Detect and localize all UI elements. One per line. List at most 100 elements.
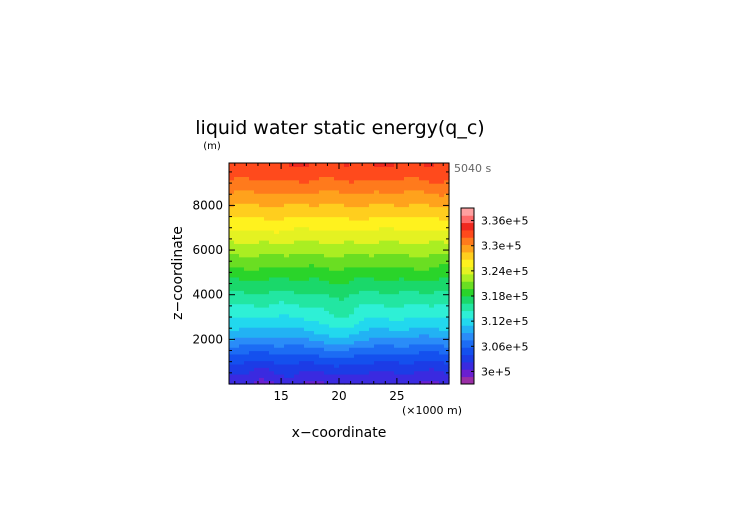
heatmap-cell	[254, 219, 260, 224]
heatmap-cell	[264, 186, 270, 191]
heatmap-cell	[304, 253, 310, 258]
heatmap-cell	[399, 206, 405, 211]
heatmap-cell	[424, 266, 430, 271]
heatmap-cell	[239, 183, 245, 188]
heatmap-cell	[284, 313, 290, 318]
heatmap-cell	[279, 327, 285, 332]
heatmap-cell	[299, 377, 305, 382]
heatmap-cell	[334, 373, 340, 378]
heatmap-cell	[399, 350, 405, 355]
heatmap-cell	[424, 303, 430, 308]
heatmap-cell	[384, 246, 390, 251]
heatmap-cell	[344, 340, 350, 345]
heatmap-cell	[399, 199, 405, 204]
heatmap-cell	[354, 216, 360, 221]
heatmap-cell	[254, 163, 260, 167]
heatmap-cell	[324, 183, 330, 188]
heatmap-cell	[264, 163, 270, 167]
heatmap-cell	[279, 306, 285, 311]
heatmap-cell	[369, 360, 375, 365]
heatmap-cell	[234, 173, 240, 177]
heatmap-cell	[359, 317, 365, 321]
heatmap-cell	[269, 199, 275, 204]
heatmap-cell	[359, 209, 365, 214]
heatmap-cell	[344, 266, 350, 271]
heatmap-cell	[414, 206, 420, 211]
heatmap-cell	[339, 270, 345, 275]
heatmap-cell	[434, 290, 440, 295]
heatmap-cell	[414, 196, 420, 201]
heatmap-cell	[244, 246, 250, 251]
heatmap-cell	[254, 176, 260, 181]
heatmap-cell	[249, 377, 255, 382]
heatmap-cell	[229, 347, 235, 352]
heatmap-cell	[369, 350, 375, 355]
heatmap-cell	[369, 166, 375, 171]
heatmap-cell	[349, 300, 355, 305]
heatmap-cell	[244, 203, 250, 208]
heatmap-cell	[229, 313, 235, 318]
heatmap-cell	[354, 320, 360, 325]
heatmap-cell	[344, 353, 350, 358]
heatmap-cell	[274, 183, 280, 188]
heatmap-cell	[374, 229, 380, 234]
heatmap-cell	[364, 240, 370, 244]
heatmap-cell	[419, 293, 425, 298]
heatmap-cell	[344, 283, 350, 288]
heatmap-cell	[294, 163, 300, 167]
heatmap-cell	[374, 253, 380, 258]
heatmap-cell	[234, 373, 240, 378]
heatmap-cell	[294, 246, 300, 251]
heatmap-cell	[384, 199, 390, 204]
heatmap-cell	[354, 370, 360, 375]
heatmap-cell	[349, 310, 355, 315]
heatmap-cell	[419, 367, 425, 372]
heatmap-cell	[394, 236, 400, 241]
heatmap-cell	[389, 373, 395, 378]
colorbar-swatch	[461, 369, 474, 378]
heatmap-cell	[269, 373, 275, 378]
heatmap-cell	[394, 347, 400, 352]
heatmap-cell	[354, 303, 360, 308]
heatmap-cell	[414, 380, 420, 385]
heatmap-cell	[294, 263, 300, 268]
heatmap-cell	[424, 260, 430, 265]
heatmap-cell	[434, 246, 440, 251]
heatmap-cell	[344, 183, 350, 188]
heatmap-cell	[274, 380, 280, 385]
heatmap-cell	[294, 219, 300, 224]
heatmap-cell	[309, 276, 315, 281]
heatmap-cell	[389, 286, 395, 291]
heatmap-cell	[379, 243, 385, 248]
heatmap-cell	[279, 196, 285, 201]
heatmap-cell	[339, 246, 345, 251]
heatmap-cell	[274, 313, 280, 318]
heatmap-cell	[334, 367, 340, 372]
heatmap-cell	[334, 226, 340, 231]
heatmap-cell	[259, 256, 265, 261]
heatmap-cell	[394, 306, 400, 311]
heatmap-cell	[324, 380, 330, 385]
heatmap-cell	[244, 340, 250, 345]
heatmap-cell	[344, 176, 350, 181]
heatmap-cell	[349, 293, 355, 298]
heatmap-cell	[329, 226, 335, 231]
heatmap-cell	[249, 256, 255, 261]
heatmap-cell	[244, 280, 250, 285]
heatmap-cell	[284, 293, 290, 298]
heatmap-cell	[334, 240, 340, 244]
heatmap-cell	[229, 293, 235, 298]
heatmap-cell	[319, 363, 325, 368]
heatmap-cell	[299, 240, 305, 244]
heatmap-cell	[339, 360, 345, 365]
heatmap-cell	[319, 240, 325, 244]
heatmap-cell	[274, 303, 280, 308]
heatmap-cell	[314, 337, 320, 342]
heatmap-cell	[244, 286, 250, 291]
heatmap-cell	[419, 169, 425, 174]
heatmap-cell	[419, 313, 425, 318]
heatmap-cell	[409, 300, 415, 305]
heatmap-cell	[314, 229, 320, 234]
heatmap-cell	[364, 373, 370, 378]
heatmap-cell	[329, 179, 335, 184]
